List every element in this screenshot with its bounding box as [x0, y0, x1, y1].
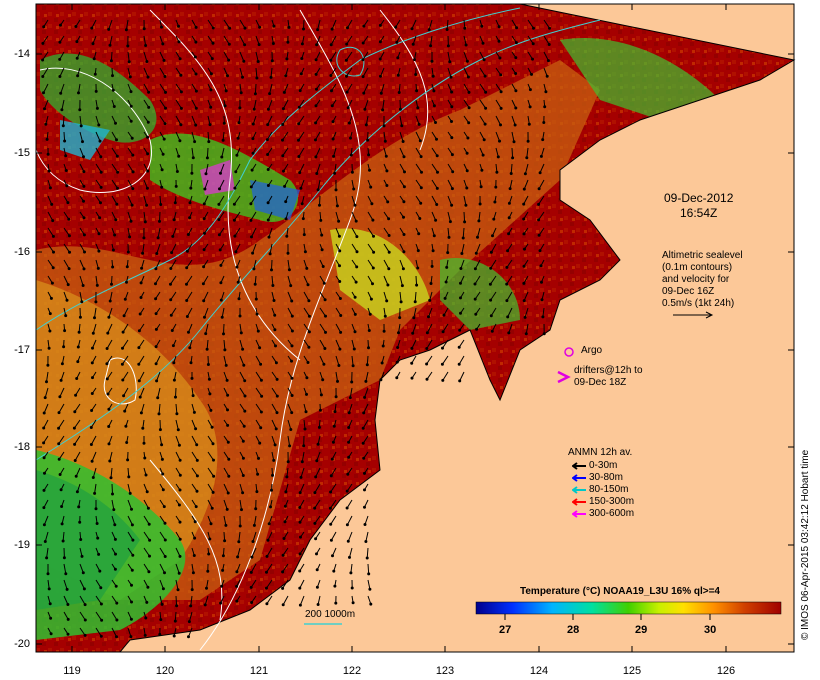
drifters-label: drifters@12h to [574, 365, 643, 376]
y-tick: -19 [14, 539, 30, 551]
y-tick: -16 [14, 246, 30, 258]
colorbar-tick: 30 [704, 624, 717, 636]
anmn-legend-item: 30-80m [572, 472, 623, 483]
arrow-icon [572, 461, 586, 470]
altimetry-line: 09-Dec 16Z [662, 286, 715, 297]
y-tick: -18 [14, 441, 30, 453]
drifter-marker [557, 370, 571, 384]
y-tick: -20 [14, 638, 30, 650]
x-tick: 126 [716, 665, 736, 677]
altimetry-line: 0.5m/s (1kt 24h) [662, 298, 735, 309]
date-label: 09-Dec-2012 [664, 191, 734, 205]
x-tick: 121 [249, 665, 269, 677]
argo-label: Argo [581, 345, 603, 356]
arrow-icon [572, 485, 586, 494]
y-tick: -17 [14, 344, 30, 356]
x-tick: 119 [63, 665, 81, 677]
arrow-icon [572, 509, 586, 518]
y-tick: -14 [14, 48, 30, 60]
depth-legend-label: 200 1000m [305, 609, 356, 620]
time-label: 16:54Z [680, 206, 718, 220]
anmn-legend-item: 150-300m [572, 496, 634, 507]
anmn-legend-label: 0-30m [589, 460, 618, 471]
anmn-legend-label: 300-600m [589, 508, 635, 519]
anmn-legend-item: 300-600m [572, 508, 634, 519]
x-tick: 122 [342, 665, 362, 677]
x-tick: 123 [435, 665, 455, 677]
anmn-legend-label: 30-80m [589, 472, 623, 483]
x-tick: 125 [622, 665, 642, 677]
scale-arrow [673, 311, 714, 319]
altimetry-line: and velocity for [662, 274, 730, 285]
argo-marker [564, 347, 574, 357]
colorbar-tick: 27 [499, 624, 512, 636]
colorbar-tick: 29 [635, 624, 648, 636]
depth-contours [35, 7, 601, 461]
colorbar-title: Temperature (°C) NOAA19_L3U 16% ql>=4 [520, 586, 720, 597]
altimetry-line: Altimetric sealevel [662, 250, 743, 261]
land [118, 3, 796, 653]
x-tick: 120 [155, 665, 175, 677]
drifters-date: 09-Dec 18Z [574, 377, 627, 388]
altimetry-line: (0.1m contours) [662, 262, 733, 273]
anmn-title: ANMN 12h av. [568, 447, 633, 458]
colorbar [475, 601, 782, 615]
anmn-legend-item: 0-30m [572, 460, 617, 471]
velocity-arrows [41, 19, 551, 639]
arrow-icon [572, 473, 586, 482]
colorbar-tick: 28 [567, 624, 580, 636]
anmn-legend-label: 80-150m [589, 484, 629, 495]
anmn-legend-item: 80-150m [572, 484, 628, 495]
credit-label: © IMOS 06-Apr-2015 03:42:12 Hobart time [800, 449, 811, 640]
anmn-legend-label: 150-300m [589, 496, 635, 507]
y-tick: -15 [14, 147, 30, 159]
x-tick: 124 [529, 665, 549, 677]
arrow-icon [572, 497, 586, 506]
